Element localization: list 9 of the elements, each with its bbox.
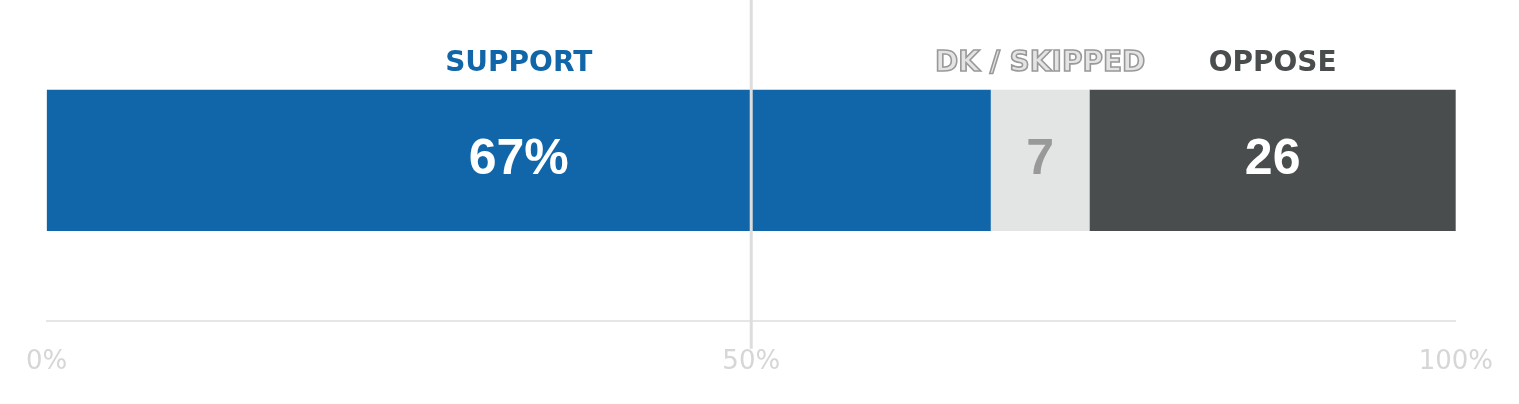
- series-label: OPPOSE: [1208, 45, 1337, 79]
- bar: [46, 89, 991, 231]
- data-label: 7: [1026, 129, 1055, 186]
- data-label: 67%: [468, 129, 569, 186]
- data-label: 26: [1244, 129, 1301, 186]
- series-label: DK / SKIPPED: [934, 45, 1146, 79]
- series-label: SUPPORT: [445, 45, 593, 79]
- bar: [1089, 89, 1456, 231]
- bar: [990, 89, 1090, 231]
